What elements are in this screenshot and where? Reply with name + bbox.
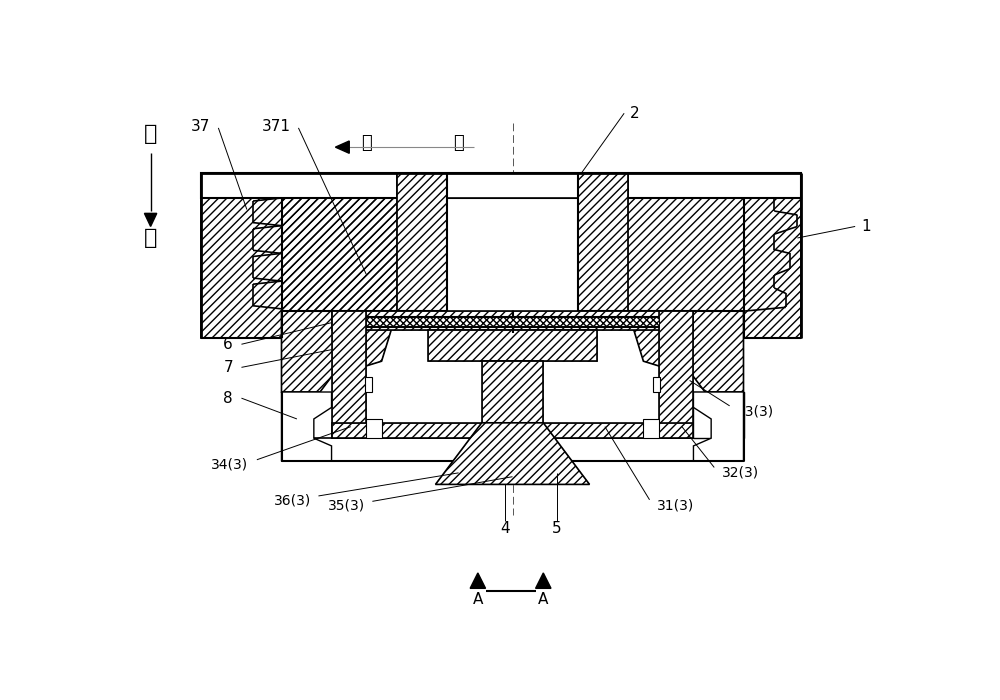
Polygon shape: [332, 311, 693, 330]
Text: 6: 6: [223, 337, 233, 352]
Polygon shape: [201, 173, 801, 198]
Polygon shape: [282, 311, 397, 392]
Polygon shape: [693, 392, 744, 438]
Text: 32(3): 32(3): [722, 466, 759, 480]
Text: 上: 上: [144, 124, 157, 144]
Text: 1: 1: [861, 219, 871, 234]
Text: 外: 外: [361, 134, 372, 151]
Polygon shape: [332, 423, 693, 438]
Polygon shape: [201, 173, 282, 338]
Text: 下: 下: [144, 228, 157, 248]
Text: 4: 4: [500, 521, 510, 536]
Polygon shape: [628, 198, 744, 311]
Polygon shape: [397, 173, 628, 198]
Text: 内: 内: [453, 134, 464, 151]
Polygon shape: [282, 198, 397, 311]
Polygon shape: [744, 173, 801, 338]
Polygon shape: [470, 573, 486, 588]
Polygon shape: [428, 330, 597, 361]
Polygon shape: [653, 377, 660, 392]
Polygon shape: [397, 173, 447, 311]
Polygon shape: [643, 419, 659, 438]
Polygon shape: [659, 311, 693, 438]
Polygon shape: [482, 361, 543, 423]
Text: 5: 5: [552, 521, 562, 536]
Polygon shape: [366, 419, 382, 438]
Polygon shape: [144, 214, 157, 227]
Text: 33(3): 33(3): [737, 405, 774, 418]
Polygon shape: [578, 173, 628, 311]
Text: 35(3): 35(3): [328, 499, 365, 513]
Text: A: A: [538, 592, 548, 607]
Text: 2: 2: [630, 106, 639, 121]
Polygon shape: [365, 377, 372, 392]
Text: 37: 37: [191, 119, 211, 134]
Polygon shape: [447, 173, 578, 311]
Polygon shape: [436, 423, 590, 484]
Text: 31(3): 31(3): [657, 499, 695, 513]
Text: 36(3): 36(3): [274, 494, 311, 508]
Polygon shape: [536, 573, 551, 588]
Polygon shape: [628, 311, 744, 392]
Text: 34(3): 34(3): [211, 457, 248, 471]
Polygon shape: [282, 438, 744, 461]
Polygon shape: [332, 311, 366, 438]
Text: 7: 7: [223, 360, 233, 375]
Polygon shape: [366, 317, 659, 328]
Text: 8: 8: [223, 391, 233, 406]
Polygon shape: [693, 392, 744, 461]
Text: 371: 371: [262, 119, 291, 134]
Polygon shape: [335, 141, 349, 153]
Text: A: A: [473, 592, 483, 607]
Polygon shape: [282, 392, 332, 461]
